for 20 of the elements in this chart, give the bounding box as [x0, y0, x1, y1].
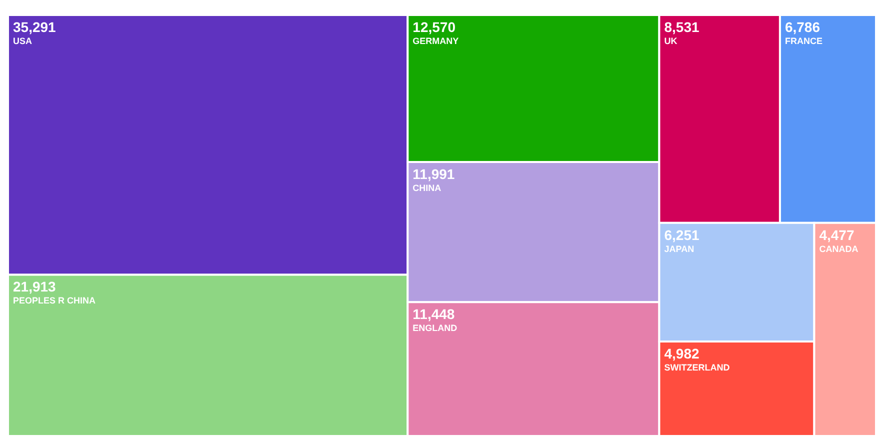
category-label: USA [13, 36, 32, 46]
category-label: CHINA [412, 182, 442, 193]
category-label: SWITZERLAND [664, 362, 730, 372]
data-label: 35,291 [13, 19, 56, 35]
data-label: 6,786 [784, 19, 820, 35]
data-label: 12,570 [412, 19, 456, 35]
category-label: PEOPLES R CHINA [13, 296, 96, 306]
category-label: ENGLAND [412, 323, 458, 334]
category-label: CANADA [819, 244, 859, 254]
data-label: 4,477 [819, 226, 854, 243]
data-label: 11,448 [412, 306, 455, 322]
data-label: 6,251 [664, 226, 700, 243]
data-label: 4,982 [664, 345, 700, 362]
category-label: UK [664, 36, 678, 46]
data-label: 8,531 [664, 19, 700, 35]
data-label: 11,991 [412, 166, 455, 182]
category-label: GERMANY [412, 36, 459, 46]
data-label: 21,913 [13, 278, 56, 295]
category-label: JAPAN [664, 244, 694, 254]
category-label: FRANCE [784, 36, 822, 46]
